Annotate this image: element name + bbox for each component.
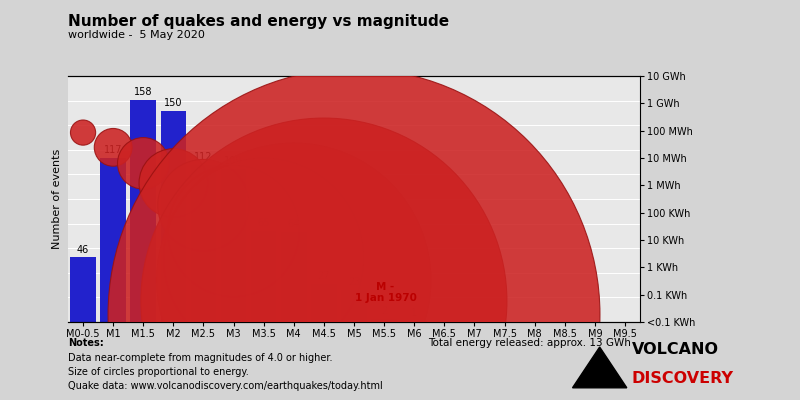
- Text: 64: 64: [288, 219, 300, 229]
- Bar: [371, 319, 397, 322]
- Text: DISCOVERY: DISCOVERY: [631, 372, 734, 386]
- Text: 109: 109: [224, 156, 242, 166]
- Bar: [100, 158, 126, 322]
- Bar: [221, 169, 246, 322]
- Text: 117: 117: [104, 145, 122, 155]
- Text: 112: 112: [194, 152, 213, 162]
- Text: Number of quakes and energy vs magnitude: Number of quakes and energy vs magnitude: [68, 14, 449, 29]
- Text: M -
1 Jan 1970: M - 1 Jan 1970: [354, 282, 416, 303]
- Text: 1: 1: [411, 308, 418, 318]
- Bar: [342, 290, 366, 322]
- Ellipse shape: [163, 158, 364, 358]
- Polygon shape: [573, 347, 627, 388]
- Text: Data near-complete from magnitudes of 4.0 or higher.: Data near-complete from magnitudes of 4.…: [68, 353, 333, 363]
- Ellipse shape: [168, 165, 299, 297]
- Bar: [161, 111, 186, 322]
- Y-axis label: Number of events: Number of events: [53, 149, 62, 249]
- Ellipse shape: [94, 128, 132, 166]
- Text: Notes:: Notes:: [68, 338, 104, 348]
- Ellipse shape: [70, 120, 96, 145]
- Text: 2: 2: [381, 306, 387, 316]
- Bar: [130, 100, 156, 322]
- Bar: [402, 320, 427, 322]
- Bar: [190, 164, 216, 322]
- Bar: [281, 232, 306, 322]
- Bar: [311, 284, 337, 322]
- Text: 150: 150: [164, 98, 182, 108]
- Text: VOLCANO: VOLCANO: [631, 342, 718, 356]
- Text: Size of circles proportional to energy.: Size of circles proportional to energy.: [68, 367, 249, 377]
- Text: Quake data: www.volcanodiscovery.com/earthquakes/today.html: Quake data: www.volcanodiscovery.com/ear…: [68, 381, 382, 391]
- Ellipse shape: [157, 143, 431, 400]
- Ellipse shape: [139, 149, 208, 217]
- Text: 27: 27: [318, 271, 330, 281]
- Text: 158: 158: [134, 87, 153, 97]
- Ellipse shape: [118, 138, 169, 189]
- Text: Total energy released: approx. 13 GWh: Total energy released: approx. 13 GWh: [428, 338, 631, 348]
- Bar: [70, 257, 96, 322]
- Text: 23: 23: [348, 277, 360, 287]
- Text: 46: 46: [77, 244, 89, 254]
- Text: 65: 65: [258, 218, 270, 228]
- Ellipse shape: [108, 69, 600, 400]
- Bar: [251, 231, 277, 322]
- Ellipse shape: [141, 118, 507, 400]
- Ellipse shape: [158, 159, 250, 251]
- Text: worldwide -  5 May 2020: worldwide - 5 May 2020: [68, 30, 205, 40]
